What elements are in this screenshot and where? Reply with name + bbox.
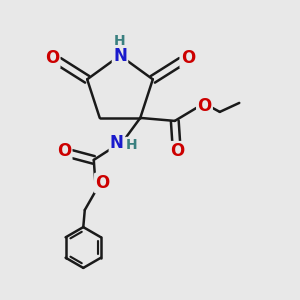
Text: O: O <box>197 97 212 115</box>
Text: H: H <box>114 34 126 48</box>
Text: N: N <box>113 46 127 64</box>
Text: O: O <box>95 174 110 192</box>
Text: H: H <box>126 138 138 152</box>
Text: O: O <box>57 142 71 160</box>
Text: O: O <box>181 49 195 67</box>
Text: O: O <box>170 142 184 160</box>
Text: N: N <box>110 134 124 152</box>
Text: O: O <box>45 49 59 67</box>
